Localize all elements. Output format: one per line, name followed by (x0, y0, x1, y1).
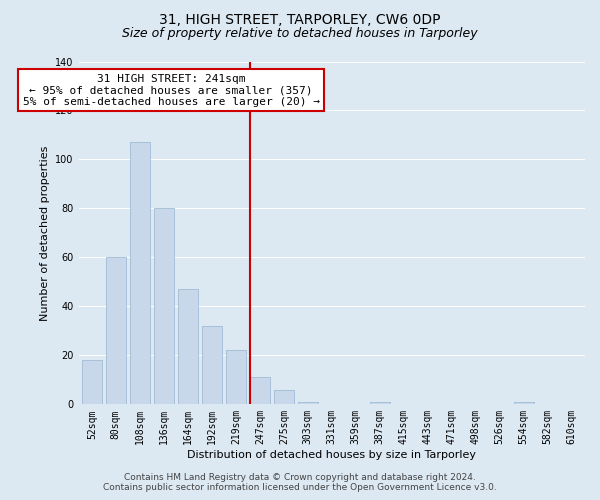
Bar (154, 208, 174, 404)
Bar (82, 360, 102, 405)
Text: Size of property relative to detached houses in Tarporley: Size of property relative to detached ho… (122, 28, 478, 40)
X-axis label: Distribution of detached houses by size in Tarporley: Distribution of detached houses by size … (187, 450, 476, 460)
Bar (514, 402, 534, 404)
Bar (130, 142, 150, 404)
Text: Contains HM Land Registry data © Crown copyright and database right 2024.
Contai: Contains HM Land Registry data © Crown c… (103, 473, 497, 492)
Text: 31 HIGH STREET: 241sqm
← 95% of detached houses are smaller (357)
5% of semi-det: 31 HIGH STREET: 241sqm ← 95% of detached… (23, 74, 320, 107)
Bar (274, 390, 294, 404)
Bar (250, 378, 270, 404)
Bar (106, 258, 126, 404)
Bar (370, 402, 390, 404)
Y-axis label: Number of detached properties: Number of detached properties (40, 145, 50, 320)
Bar (178, 289, 198, 405)
Bar (226, 350, 246, 405)
Text: 31, HIGH STREET, TARPORLEY, CW6 0DP: 31, HIGH STREET, TARPORLEY, CW6 0DP (159, 12, 441, 26)
Bar (202, 326, 222, 404)
Bar (298, 402, 318, 404)
